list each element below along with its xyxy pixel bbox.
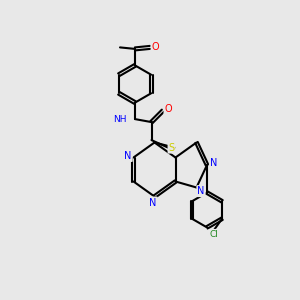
Text: Cl: Cl	[209, 230, 218, 239]
Text: O: O	[164, 104, 172, 114]
Text: N: N	[197, 186, 205, 196]
Text: N: N	[149, 197, 157, 208]
Text: N: N	[210, 158, 217, 169]
Text: N: N	[124, 151, 132, 161]
Text: NH: NH	[113, 115, 127, 124]
Text: O: O	[152, 42, 159, 52]
Text: S: S	[169, 142, 175, 153]
